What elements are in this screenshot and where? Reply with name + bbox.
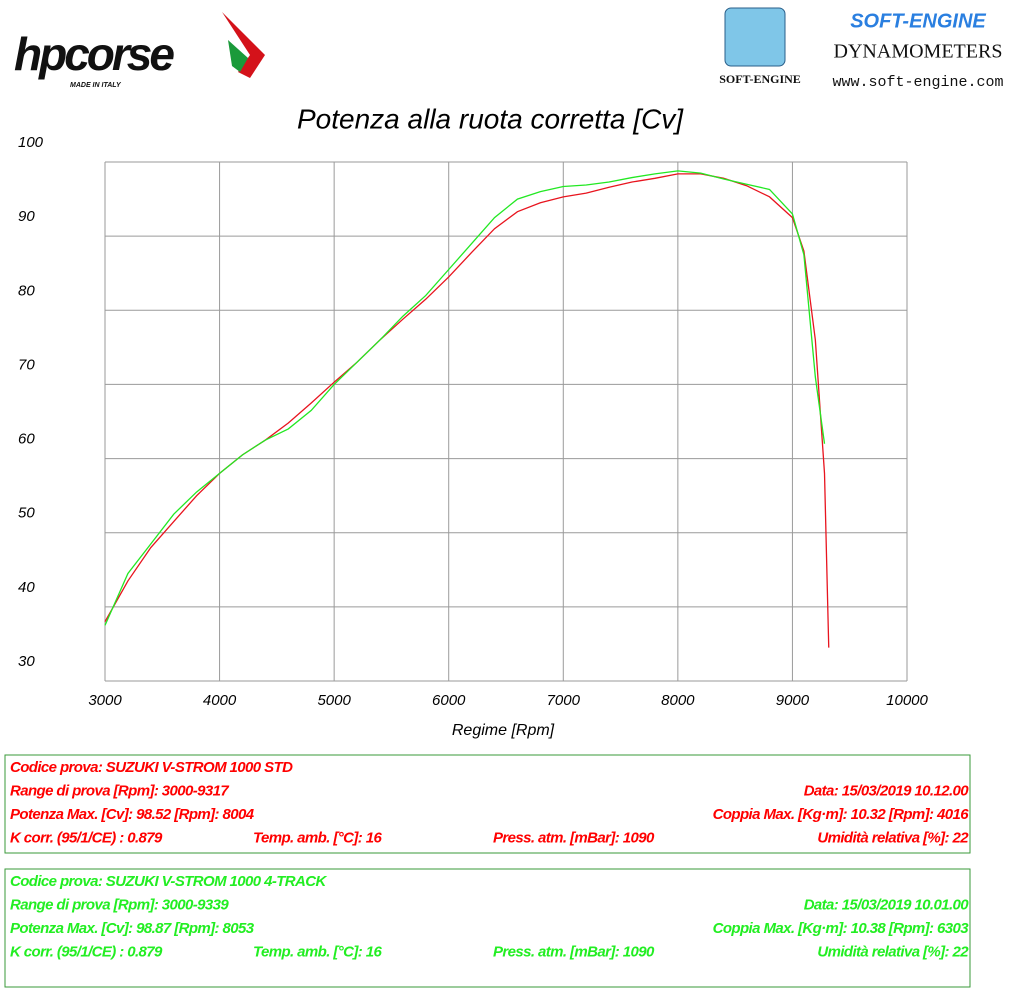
y-tick-label: 70 [18, 356, 35, 373]
test-date: Data: 15/03/2019 10.12.00 [804, 782, 970, 799]
test-temp: Temp. amb. [°C]: 16 [253, 943, 382, 960]
test-power: Potenza Max. [Cv]: 98.52 [Rpm]: 8004 [10, 806, 255, 823]
test-power: Potenza Max. [Cv]: 98.87 [Rpm]: 8053 [10, 920, 255, 937]
test-temp: Temp. amb. [°C]: 16 [253, 829, 382, 846]
x-tick-label: 10000 [886, 692, 928, 709]
brand-note: MADE IN ITALY [70, 82, 122, 89]
test-code: Codice prova: SUZUKI V-STROM 1000 4-TRAC… [10, 873, 327, 890]
test-info: Codice prova: SUZUKI V-STROM 1000 STD Ran… [4, 754, 971, 988]
dyno-logo: SOFT-ENGINE [850, 10, 986, 32]
test-press: Press. atm. [mBar]: 1090 [493, 829, 655, 846]
dyno-icon [724, 7, 786, 67]
x-tick-label: 6000 [432, 692, 466, 709]
y-tick-label: 60 [18, 431, 35, 448]
y-tick-label: 40 [18, 579, 35, 596]
dyno-small: SOFT-ENGINE [719, 72, 801, 86]
dyno-url: www.soft-engine.com [832, 74, 1003, 91]
logo-swoosh [222, 12, 265, 78]
x-tick-label: 9000 [776, 692, 810, 709]
y-tick-label: 30 [18, 653, 35, 670]
test-hum: Umidità relativa [%]: 22 [817, 829, 969, 846]
test-hum: Umidità relativa [%]: 22 [817, 943, 969, 960]
y-tick-label: 50 [18, 505, 35, 522]
x-tick-label: 3000 [88, 692, 122, 709]
x-tick-label: 8000 [661, 692, 695, 709]
test-code: Codice prova: SUZUKI V-STROM 1000 STD [10, 759, 293, 776]
test-torque: Coppia Max. [Kg·m]: 10.38 [Rpm]: 6303 [713, 920, 970, 937]
x-axis-label: Regime [Rpm] [452, 722, 555, 739]
test-date: Data: 15/03/2019 10.01.00 [804, 896, 970, 913]
test-kcorr: K corr. (95/1/CE) : 0.879 [10, 943, 163, 960]
dyno-name: DYNAMOMETERS [834, 41, 1003, 63]
plot: 30 40 50 60 70 80 90 100 3000 4000 5000 6000 7000 800… [18, 134, 929, 709]
chart-title: Potenza alla ruota corretta [Cv] [297, 103, 684, 134]
test-torque: Coppia Max. [Kg·m]: 10.32 [Rpm]: 4016 [713, 806, 970, 823]
logo-swoosh [228, 40, 248, 72]
test-box [4, 754, 971, 854]
x-tick-label: 5000 [317, 692, 351, 709]
test-kcorr: K corr. (95/1/CE) : 0.879 [10, 829, 163, 846]
test-press: Press. atm. [mBar]: 1090 [493, 943, 655, 960]
y-tick-label: 100 [18, 134, 44, 151]
power-line [104, 173, 830, 648]
test-box [4, 868, 971, 988]
test-range: Range di prova [Rpm]: 3000-9317 [10, 782, 229, 799]
x-tick-label: 4000 [203, 692, 237, 709]
y-tick-label: 80 [18, 282, 35, 299]
x-tick-label: 7000 [547, 692, 581, 709]
y-tick-label: 90 [18, 208, 35, 225]
test-range: Range di prova [Rpm]: 3000-9339 [10, 896, 229, 913]
brand-logo: hpcorse [14, 28, 174, 80]
